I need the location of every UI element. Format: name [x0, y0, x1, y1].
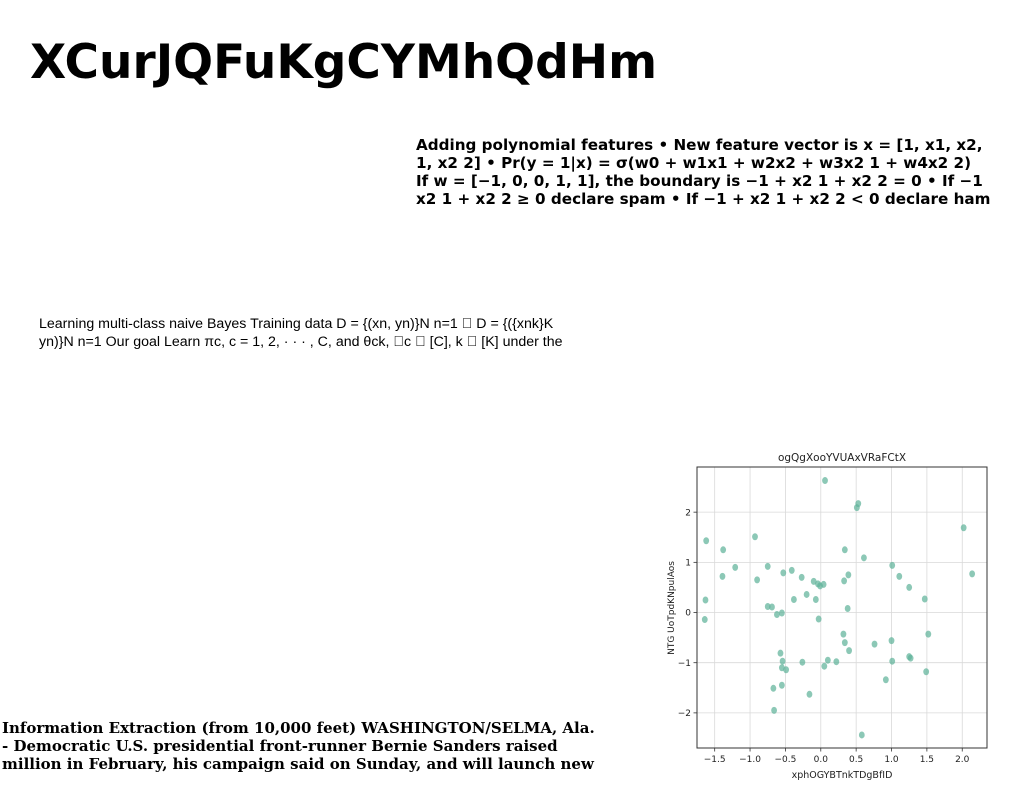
scatter-point [771, 706, 777, 714]
text-line: Learning multi-class naive Bayes Trainin… [39, 316, 554, 332]
scatter-point [824, 656, 831, 664]
scatter-point [840, 630, 847, 638]
chart-grid [697, 467, 987, 748]
scatter-point [882, 676, 889, 684]
scatter-point [855, 500, 862, 508]
scatter-chart: ogQgXooYVUAxVRaFCtX xphOGYBTnkTDgBfID NT… [667, 452, 988, 781]
scatter-point [769, 603, 775, 611]
scatter-point [752, 533, 758, 541]
scatter-point [871, 640, 878, 648]
text-line: 1, x2 2] • Pr(y = 1|x) = σ(w0 + w1x1 + w… [416, 154, 972, 172]
scatter-point [799, 658, 806, 666]
scatter-point [841, 639, 848, 647]
chart-points [701, 477, 976, 739]
y-tick-label: 1 [685, 559, 691, 569]
scatter-point [841, 546, 848, 554]
scatter-point [822, 477, 828, 485]
scatter-point [783, 666, 790, 674]
scatter-point [844, 605, 851, 613]
scatter-point [798, 573, 805, 581]
scatter-point [820, 580, 827, 588]
text-line: - Democratic U.S. presidential front-run… [2, 737, 558, 755]
scatter-point [969, 570, 976, 578]
x-tick-label: −1.5 [704, 755, 726, 765]
x-tick-label: 1.0 [884, 755, 899, 765]
scatter-point [821, 662, 828, 670]
chart-title: ogQgXooYVUAxVRaFCtX [778, 452, 906, 464]
x-tick-label: 0.0 [814, 755, 829, 765]
information-extraction-text: Information Extraction (from 10,000 feet… [2, 719, 642, 773]
scatter-point [907, 654, 914, 662]
text-line: Information Extraction (from 10,000 feet… [2, 719, 595, 737]
scatter-point [888, 637, 895, 645]
scatter-point [703, 537, 710, 545]
scatter-point [896, 572, 903, 580]
y-tick-label: −2 [678, 709, 691, 719]
scatter-point [719, 572, 726, 580]
y-tick-label: 0 [685, 609, 691, 619]
scatter-point [841, 577, 848, 585]
scatter-point [779, 657, 786, 665]
scatter-point [732, 563, 739, 571]
text-line: x2 1 + x2 2 ≥ 0 declare spam • If −1 + x… [416, 190, 991, 208]
chart-x-axis-label: xphOGYBTnkTDgBfID [792, 770, 893, 781]
y-tick-label: 2 [685, 508, 691, 518]
chart-ticks: −1.5 −1.0 −0.5 0.0 0.5 1.0 1.5 2.0 −2 −1 0 1 2 [678, 508, 970, 765]
page-title: XCurJQFuKgCYMhQdHm [30, 35, 658, 90]
scatter-point [858, 731, 865, 739]
x-tick-label: 2.0 [955, 755, 970, 765]
scatter-point [889, 657, 896, 665]
scatter-point [777, 649, 784, 657]
scatter-point [788, 566, 795, 574]
text-line: If w = [−1, 0, 0, 1, 1], the boundary is… [416, 172, 983, 190]
scatter-point [806, 690, 813, 698]
scatter-point [889, 561, 896, 569]
chart-y-axis-label: NTG UoTpdKNpulAos [667, 561, 677, 655]
scatter-point [770, 684, 777, 692]
scatter-point [778, 609, 785, 617]
scatter-point [780, 569, 787, 577]
naive-bayes-text: Learning multi-class naive Bayes Trainin… [39, 315, 639, 351]
scatter-point [764, 602, 771, 610]
scatter-point [764, 562, 771, 570]
y-tick-label: −1 [678, 659, 691, 669]
scatter-point [845, 571, 852, 579]
scatter-point [846, 647, 852, 655]
x-tick-label: 1.5 [920, 755, 934, 765]
scatter-point [960, 524, 967, 532]
text-line: million in February, his campaign said o… [2, 755, 594, 773]
x-tick-label: −0.5 [774, 755, 796, 765]
scatter-point [774, 611, 780, 619]
chart-plot-frame [696, 466, 988, 749]
scatter-point [791, 595, 797, 603]
text-line: Adding polynomial features • New feature… [416, 136, 983, 154]
scatter-point [812, 595, 819, 603]
scatter-point [754, 576, 761, 584]
scatter-point [803, 590, 810, 598]
scatter-point [906, 583, 913, 591]
scatter-point [923, 668, 930, 676]
scatter-point [861, 554, 867, 562]
scatter-point [833, 658, 840, 666]
x-tick-label: 0.5 [849, 755, 863, 765]
scatter-point [925, 630, 932, 638]
scatter-point [921, 595, 928, 603]
scatter-point [702, 596, 709, 604]
polynomial-features-text: Adding polynomial features • New feature… [416, 136, 1024, 208]
text-line: yn)}N n=1 Our goal Learn πc, c = 1, 2, ·… [39, 334, 563, 350]
scatter-point [778, 681, 785, 689]
scatter-point [701, 616, 708, 624]
x-tick-label: −1.0 [739, 755, 761, 765]
scatter-point [815, 615, 822, 623]
scatter-point [720, 546, 727, 554]
